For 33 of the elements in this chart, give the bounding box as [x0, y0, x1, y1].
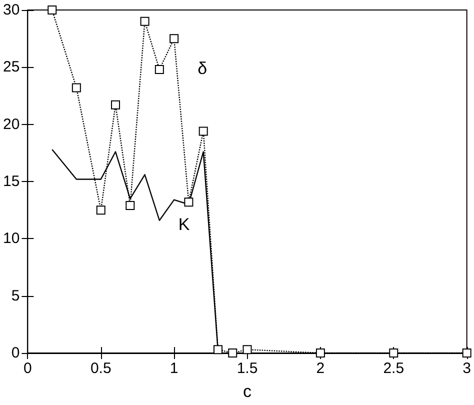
point [228, 348, 238, 358]
series-label: K [178, 214, 190, 234]
x-axis-title: c [243, 382, 252, 401]
point [184, 198, 194, 207]
point [48, 6, 57, 14]
point [170, 34, 179, 44]
point [462, 348, 472, 358]
point [72, 83, 81, 92]
point [198, 126, 208, 136]
y-tick-label: 0 [11, 344, 20, 362]
point [111, 100, 120, 110]
point [242, 345, 252, 354]
y-tick-label: 15 [2, 173, 20, 190]
y-tick-label: 25 [2, 58, 20, 76]
y-tick-label: 20 [2, 116, 20, 133]
point [316, 348, 325, 358]
point [126, 201, 135, 210]
y-tick-label: 30 [2, 2, 20, 18]
x-tick-label: 2.5 [383, 360, 404, 377]
point [140, 16, 150, 26]
x-tick-label: 2 [316, 360, 325, 377]
series-label: δ [198, 59, 208, 78]
x-tick-label: 1 [170, 360, 178, 377]
point [96, 206, 106, 215]
point [154, 64, 164, 74]
y-tick-label: 10 [2, 230, 20, 248]
x-tick-label: 1.5 [236, 360, 258, 377]
point [389, 348, 398, 358]
x-tick-label: 0.5 [90, 360, 112, 377]
x-tick-label: 3 [462, 360, 471, 377]
y-tick-label: 5 [11, 287, 20, 304]
point [213, 345, 222, 354]
x-tick-label: 0 [24, 360, 32, 377]
